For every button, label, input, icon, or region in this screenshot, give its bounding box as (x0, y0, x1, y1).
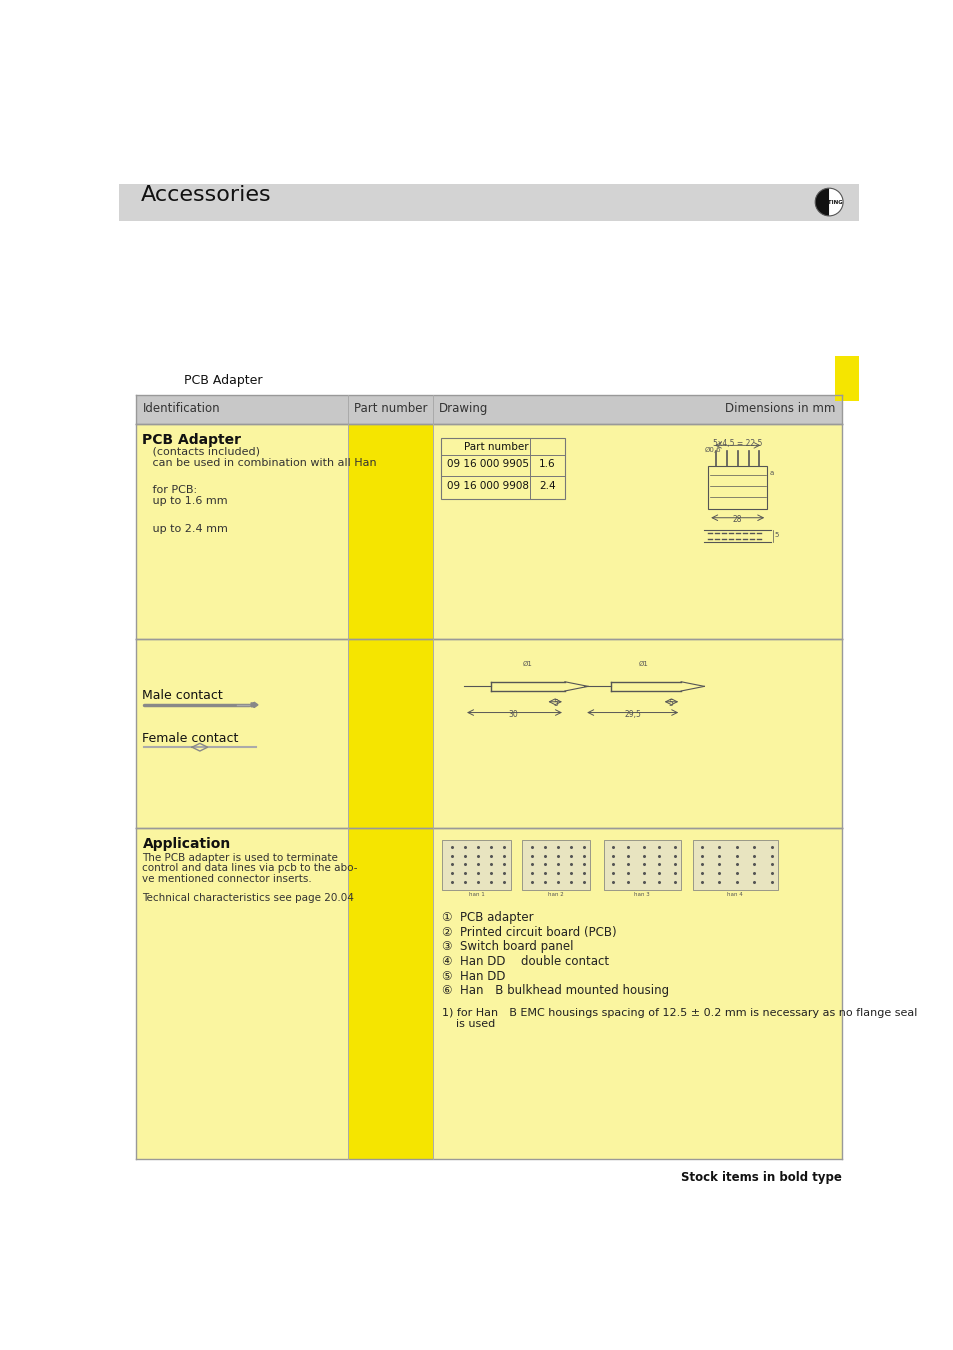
Text: a: a (769, 470, 773, 477)
Text: is used: is used (442, 1019, 496, 1029)
Bar (136, 424, 348, 640)
Text: Part number: Part number (464, 443, 528, 452)
Text: Identification: Identification (142, 402, 220, 416)
Text: 2.4: 2.4 (538, 481, 556, 491)
Text: for PCB:: for PCB: (142, 486, 197, 495)
Text: 1.6: 1.6 (538, 459, 556, 470)
Bar (440, 437, 564, 500)
Bar (521, 840, 590, 890)
Text: Ø1: Ø1 (521, 662, 532, 667)
Text: Accessories: Accessories (141, 185, 272, 205)
Text: 09 16 000 9908: 09 16 000 9908 (447, 481, 529, 491)
Text: PCB Adapter: PCB Adapter (142, 433, 241, 447)
Wedge shape (828, 188, 842, 216)
Text: Stock items in bold type: Stock items in bold type (679, 1170, 841, 1184)
Bar (119, 184, 858, 220)
Bar (136, 828, 348, 1160)
Text: 5: 5 (773, 532, 778, 537)
Bar (707, 466, 766, 509)
Text: Male contact: Male contact (142, 690, 223, 702)
Text: ①  PCB adapter: ① PCB adapter (442, 911, 534, 925)
Text: (contacts included): (contacts included) (142, 447, 260, 456)
Bar (433, 828, 841, 1160)
Text: ②  Printed circuit board (PCB): ② Printed circuit board (PCB) (442, 926, 617, 938)
Bar (136, 394, 841, 424)
Text: 1) for Han B EMC housings spacing of 12.5 ± 0.2 mm is necessary as no flange sea: 1) for Han B EMC housings spacing of 12.… (442, 1008, 917, 1018)
Text: han 3: han 3 (634, 892, 650, 896)
Text: PCB Adapter: PCB Adapter (172, 374, 262, 386)
Bar (433, 640, 841, 828)
Text: ve mentioned connector inserts.: ve mentioned connector inserts. (142, 875, 312, 884)
Bar (442, 840, 510, 890)
Text: up to 2.4 mm: up to 2.4 mm (142, 524, 228, 533)
Text: ⑤  Han DD: ⑤ Han DD (442, 969, 505, 983)
Bar (119, 220, 858, 385)
Text: ④  Han DD  double contact: ④ Han DD double contact (442, 954, 609, 968)
Text: han 1: han 1 (468, 892, 484, 896)
Text: Dimensions in mm: Dimensions in mm (724, 402, 835, 416)
Text: Technical characteristics see page 20.04: Technical characteristics see page 20.04 (142, 892, 354, 903)
Text: 5: 5 (553, 699, 558, 707)
Text: Female contact: Female contact (142, 732, 238, 745)
Text: 5: 5 (668, 699, 673, 707)
Text: 5x4,5 = 22,5: 5x4,5 = 22,5 (712, 439, 761, 448)
Wedge shape (815, 188, 828, 216)
Bar (348, 828, 433, 1160)
Text: Ø1: Ø1 (638, 662, 648, 667)
Bar (348, 424, 433, 640)
Text: ⑥  Han B bulkhead mounted housing: ⑥ Han B bulkhead mounted housing (442, 984, 669, 998)
Text: control and data lines via pcb to the abo-: control and data lines via pcb to the ab… (142, 864, 357, 873)
Text: han 4: han 4 (727, 892, 742, 896)
Text: 29,5: 29,5 (624, 710, 640, 720)
Text: 30: 30 (508, 710, 518, 720)
Bar (692, 840, 778, 890)
Text: can be used in combination with all Han: can be used in combination with all Han (142, 458, 376, 467)
Text: han 2: han 2 (548, 892, 563, 896)
Text: Drawing: Drawing (439, 402, 488, 416)
Bar (603, 840, 680, 890)
Text: Application: Application (142, 837, 231, 852)
Text: HARTING: HARTING (815, 200, 842, 205)
Text: Ø0,6: Ø0,6 (704, 447, 721, 454)
Text: 28: 28 (732, 514, 741, 524)
Text: 09 16 000 9905: 09 16 000 9905 (447, 459, 529, 470)
FancyArrow shape (251, 702, 257, 707)
Bar (433, 424, 841, 640)
Text: Part number: Part number (354, 402, 427, 416)
Bar (835, 356, 858, 401)
Text: The PCB adapter is used to terminate: The PCB adapter is used to terminate (142, 853, 338, 863)
Text: ③  Switch board panel: ③ Switch board panel (442, 941, 574, 953)
Text: up to 1.6 mm: up to 1.6 mm (142, 497, 228, 506)
Bar (136, 640, 348, 828)
Bar (348, 640, 433, 828)
